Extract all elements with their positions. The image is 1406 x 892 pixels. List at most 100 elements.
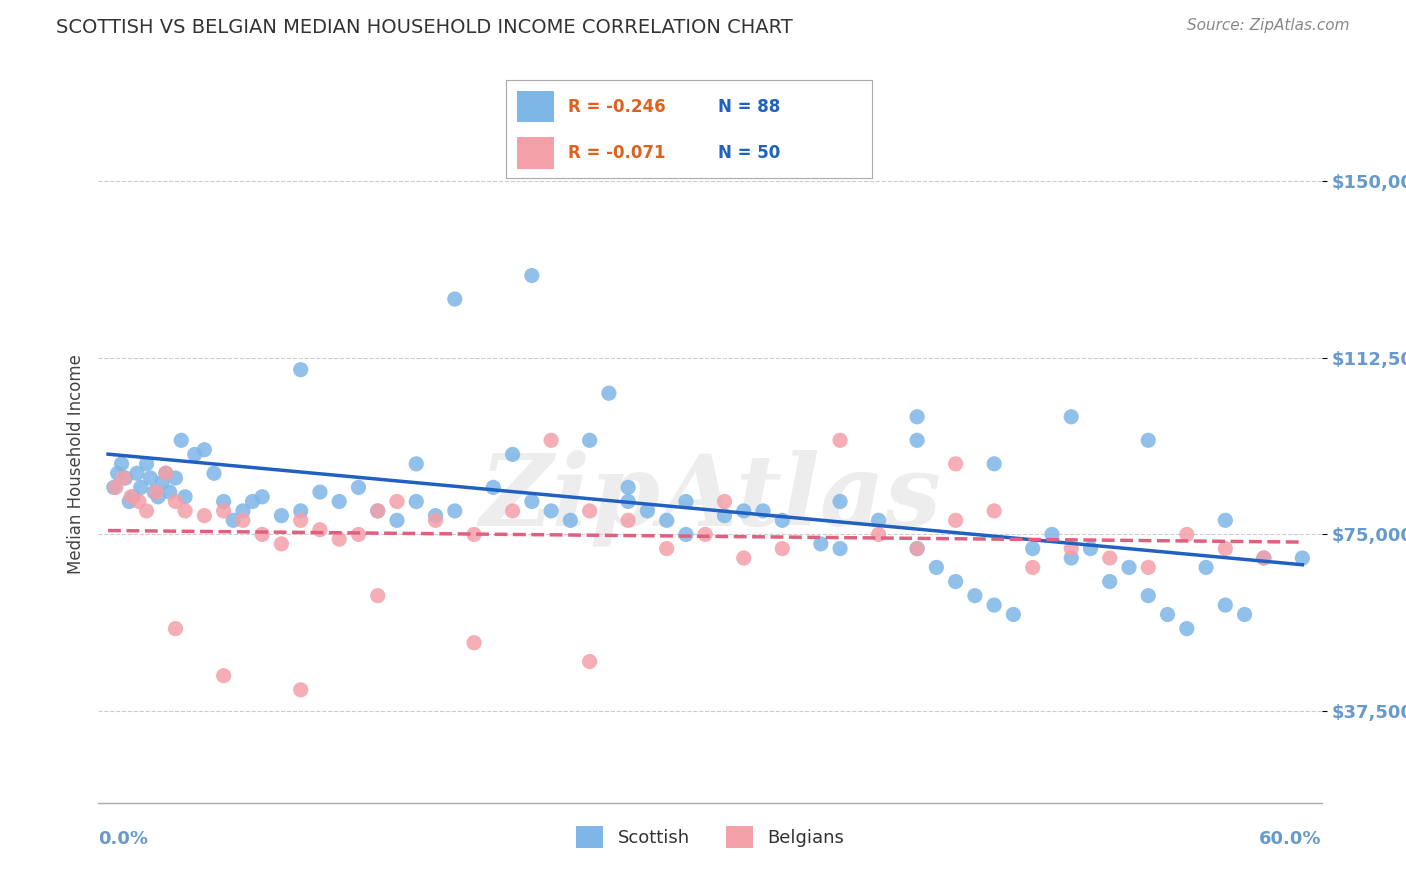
Point [405,457,427,471]
Point [104,480,127,494]
Point [905,541,928,556]
Point [290,513,312,527]
Point [143,485,166,500]
Point [655,513,678,527]
Point [733,504,755,518]
Point [963,589,986,603]
Point [290,362,312,376]
Point [828,494,851,508]
Point [184,447,207,461]
Point [1098,574,1121,589]
Point [222,513,245,527]
Point [1021,541,1043,556]
Point [250,527,273,541]
Point [983,504,1005,518]
Point [502,504,524,518]
Point [347,480,370,494]
Y-axis label: Median Household Income: Median Household Income [66,354,84,574]
Point [309,523,332,537]
Point [110,457,132,471]
Point [139,471,162,485]
Point [1040,527,1063,541]
Point [290,682,312,697]
Point [193,508,215,523]
Point [983,598,1005,612]
Point [713,508,735,523]
Point [636,504,658,518]
Point [1137,434,1160,448]
Legend: Scottish, Belgians: Scottish, Belgians [576,826,844,848]
Point [212,669,235,683]
Point [328,494,350,508]
Point [675,494,697,508]
Point [578,434,600,448]
Point [540,504,562,518]
Point [270,537,292,551]
Point [770,513,793,527]
Point [232,513,254,527]
Point [1253,551,1275,566]
Point [120,490,142,504]
Point [385,494,408,508]
Point [502,447,524,461]
Point [810,537,832,551]
Point [242,494,264,508]
Point [945,574,967,589]
Point [1156,607,1178,622]
Point [1213,598,1236,612]
Point [367,589,389,603]
Point [145,485,167,500]
Point [112,471,135,485]
Text: ZipAtlas: ZipAtlas [479,450,941,546]
Point [202,467,225,481]
Point [868,513,890,527]
Point [174,504,197,518]
Point [463,527,485,541]
Point [122,490,145,504]
Point [1002,607,1025,622]
Point [1195,560,1218,574]
Point [118,494,141,508]
Text: 0.0%: 0.0% [98,830,149,848]
Point [905,541,928,556]
Point [1291,551,1313,566]
Point [232,504,254,518]
FancyBboxPatch shape [517,91,554,122]
Point [733,551,755,566]
Point [125,467,148,481]
Point [165,494,187,508]
Point [128,494,150,508]
Point [405,494,427,508]
Point [655,541,678,556]
Point [560,513,582,527]
Point [828,541,851,556]
Point [165,622,187,636]
Point [114,471,136,485]
Point [617,513,640,527]
Point [617,494,640,508]
Point [675,527,697,541]
Point [212,504,235,518]
Point [945,513,967,527]
Point [443,292,465,306]
Point [103,480,125,494]
Point [1118,560,1140,574]
Point [1137,560,1160,574]
Point [212,494,235,508]
Text: N = 88: N = 88 [718,98,780,116]
Text: R = -0.246: R = -0.246 [568,98,666,116]
Point [425,508,447,523]
Text: N = 50: N = 50 [718,144,780,161]
Point [385,513,408,527]
Point [617,480,640,494]
Point [443,504,465,518]
Point [1060,409,1083,424]
Text: SCOTTISH VS BELGIAN MEDIAN HOUSEHOLD INCOME CORRELATION CHART: SCOTTISH VS BELGIAN MEDIAN HOUSEHOLD INC… [56,18,793,37]
Point [1175,622,1198,636]
Point [347,527,370,541]
Text: Source: ZipAtlas.com: Source: ZipAtlas.com [1187,18,1350,33]
Point [367,504,389,518]
Point [270,508,292,523]
Point [165,471,187,485]
Point [1213,513,1236,527]
